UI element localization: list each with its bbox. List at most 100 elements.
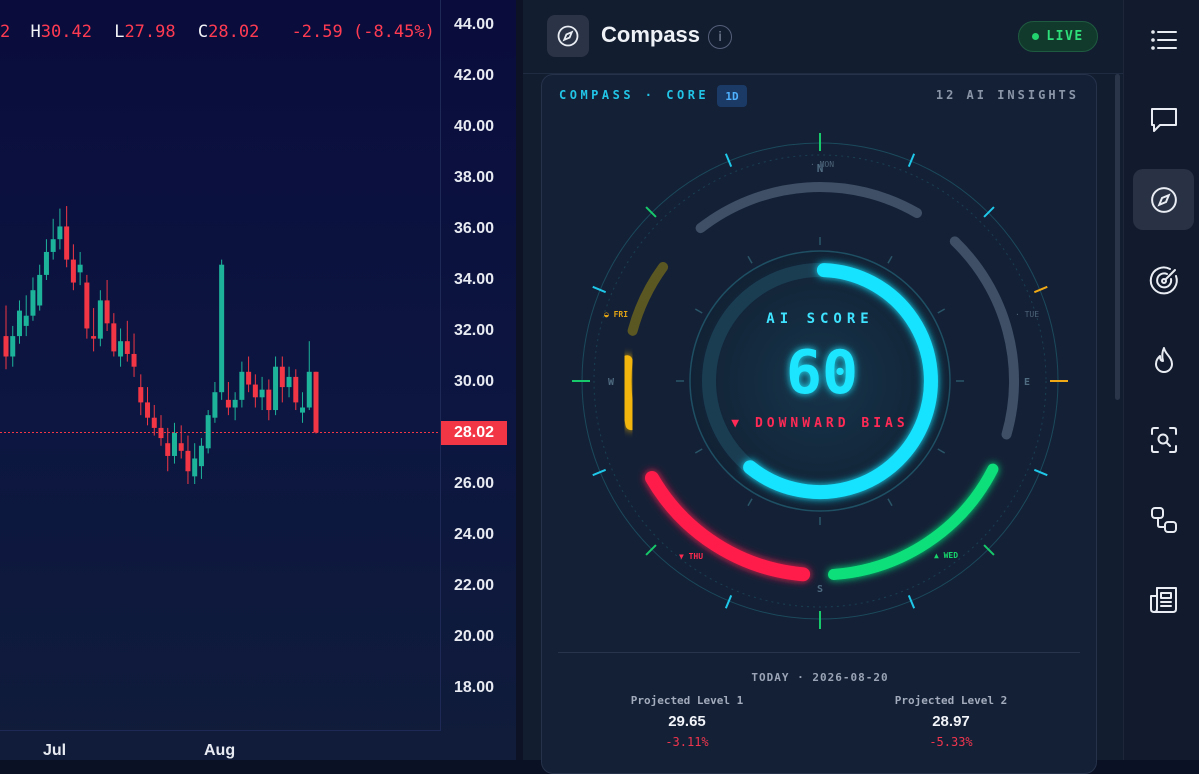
price-chart[interactable]: 2 H30.42 L27.98 C28.02 -2.59 (-8.45%) 44… <box>0 0 516 760</box>
compass-gauge: N E S W · MON · TUE ▲ WED ▼ THU ◒ FRI AI… <box>572 133 1068 629</box>
sidebar-item-scanner[interactable] <box>1133 409 1194 470</box>
candle <box>279 356 285 403</box>
arc-neutral-east <box>949 236 1020 440</box>
candle <box>118 328 124 367</box>
panel-scrollbar[interactable] <box>1115 74 1120 400</box>
arc-neutral-north <box>695 182 922 234</box>
candle <box>205 410 211 454</box>
day-mon: · MON <box>810 160 834 169</box>
candle <box>212 382 218 423</box>
timeframe-badge[interactable]: 1D <box>717 85 747 107</box>
nodes-icon <box>1150 506 1177 533</box>
ohlc-close: 28.02 <box>208 22 260 42</box>
candle <box>158 415 164 446</box>
candle <box>273 356 279 416</box>
projection-value: 29.65 <box>668 713 706 730</box>
compass-panel: Compass i LIVE COMPASS · CORE 1D 12 AI I… <box>523 0 1123 774</box>
projection-label: Projected Level 2 <box>894 694 1008 707</box>
price-axis-label: 30.00 <box>454 373 495 390</box>
price-axis-label: 40.00 <box>454 118 495 135</box>
candle <box>131 333 137 377</box>
bias-label: ▼ DOWNWARD BIAS <box>731 416 908 431</box>
candle <box>138 374 144 416</box>
candle <box>111 313 117 357</box>
arc-thu-bearish <box>645 471 811 582</box>
info-icon[interactable]: i <box>708 25 732 49</box>
candle <box>171 422 177 464</box>
price-axis-label: 24.00 <box>454 526 495 543</box>
live-dot <box>1032 33 1040 40</box>
panel-header: Compass i LIVE <box>523 0 1123 74</box>
price-axis-label: 44.00 <box>454 16 495 33</box>
radar-icon <box>1149 265 1178 294</box>
candle <box>266 379 272 421</box>
candle <box>16 300 22 344</box>
sidebar-item-workflows[interactable] <box>1133 489 1194 550</box>
sidebar-item-trending[interactable] <box>1133 329 1194 390</box>
price-axis-label: 22.00 <box>454 577 495 594</box>
compass-n: N <box>817 162 824 175</box>
ai-score-arc <box>743 263 938 499</box>
day-tue: · TUE <box>1015 310 1039 319</box>
sidebar-item-watchlist[interactable] <box>1133 9 1194 70</box>
news-icon <box>1149 586 1177 613</box>
candle <box>286 366 292 398</box>
compass-icon <box>1150 186 1177 213</box>
candle <box>43 239 49 280</box>
ohlc-low: 27.98 <box>124 22 176 42</box>
projection-label: Projected Level 1 <box>630 694 744 707</box>
compass-w: W <box>608 377 615 388</box>
time-axis-border <box>0 730 441 731</box>
candle <box>198 438 204 479</box>
compass-e: E <box>1024 377 1030 388</box>
candle <box>70 244 76 291</box>
card-label: COMPASS · CORE <box>559 88 710 102</box>
arc-fri-dim <box>627 262 669 336</box>
candle <box>10 325 16 367</box>
price-axis-label: 42.00 <box>454 67 495 84</box>
candle <box>3 305 9 370</box>
ai-insights-count[interactable]: 12 AI INSIGHTS <box>935 88 1079 102</box>
candle <box>259 376 265 411</box>
ohlc-open: 2 <box>0 22 11 42</box>
candle <box>185 435 191 484</box>
candle <box>306 341 312 411</box>
sidebar-item-chat[interactable] <box>1133 89 1194 150</box>
gauge-outer-ticks <box>572 133 1068 629</box>
time-label-jul: Jul <box>43 742 67 759</box>
live-badge: LIVE <box>1018 21 1098 52</box>
candle <box>165 427 171 472</box>
candle <box>151 404 157 436</box>
candle <box>313 371 319 434</box>
candle <box>225 382 231 416</box>
candle <box>97 290 103 347</box>
card-separator <box>558 652 1080 653</box>
ai-score-label: AI SCORE <box>766 311 873 327</box>
candle <box>37 264 43 311</box>
ohlc-high: 30.42 <box>40 22 92 42</box>
compass-logo-button[interactable] <box>547 15 589 57</box>
candle <box>64 206 70 268</box>
ai-score-value: 60 <box>786 338 858 408</box>
projection-value: 28.97 <box>932 713 970 730</box>
candle <box>232 392 238 421</box>
panel-title: Compass <box>601 22 701 47</box>
sidebar-item-compass[interactable] <box>1133 169 1194 230</box>
ohlc-change: -2.59 (-8.45%) <box>291 22 435 42</box>
price-axis-label: 36.00 <box>454 220 495 237</box>
chat-icon <box>1150 107 1177 132</box>
projection-1: Projected Level 1 29.65 -3.11% <box>587 694 787 749</box>
candle <box>178 425 184 459</box>
candle <box>91 308 97 352</box>
sidebar-item-radar[interactable] <box>1133 249 1194 310</box>
price-axis-label: 20.00 <box>454 628 495 645</box>
day-wed: ▲ WED <box>934 551 958 560</box>
candle <box>252 374 258 408</box>
candle <box>77 251 83 286</box>
compass-s: S <box>817 584 823 595</box>
sidebar-item-news[interactable] <box>1133 569 1194 630</box>
candle <box>145 387 151 426</box>
list-icon <box>1150 29 1177 50</box>
live-label: LIVE <box>1046 29 1084 44</box>
pane-divider[interactable] <box>516 0 523 760</box>
